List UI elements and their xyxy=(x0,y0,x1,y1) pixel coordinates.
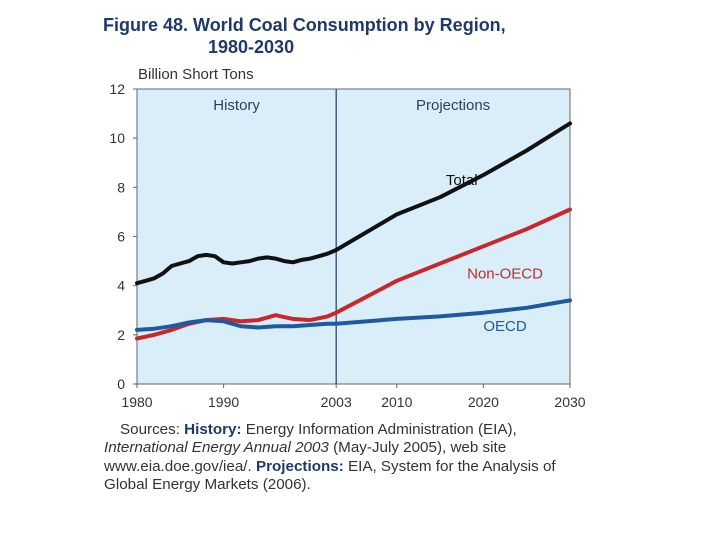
chart-title-line1: Figure 48. World Coal Consumption by Reg… xyxy=(103,15,506,35)
series-label-non-oecd: Non-OECD xyxy=(467,265,543,282)
projections-label: Projections: xyxy=(255,457,344,475)
region-label-projections: Projections xyxy=(416,97,490,114)
y-tick-label-8: 8 xyxy=(117,179,125,195)
y-axis-label: Billion Short Tons xyxy=(138,66,254,83)
sources-note: Sources: History: Energy Information Adm… xyxy=(104,421,592,495)
chart-title: Figure 48. World Coal Consumption by Reg… xyxy=(103,14,506,58)
y-tick-label-12: 12 xyxy=(109,81,125,97)
coal-consumption-chart: History Projections 0 2 4 6 8 10 12 1980 1990 2003 2… xyxy=(109,81,585,410)
x-tick-label-2030: 2030 xyxy=(554,394,585,410)
series-line-total xyxy=(135,121,572,286)
x-tick-label-1980: 1980 xyxy=(121,394,152,410)
series-label-total: Total xyxy=(446,172,478,189)
sources-label: Sources: xyxy=(120,421,180,438)
series-label-oecd: OECD xyxy=(483,318,527,335)
plot-area xyxy=(136,88,571,385)
projections-text: EIA, System for the Analysis of Global E… xyxy=(104,457,556,494)
y-tick-label-0: 0 xyxy=(117,376,125,392)
publication-rest: (May-July 2005), web site xyxy=(333,439,507,457)
y-tick-label-2: 2 xyxy=(117,327,125,343)
history-label: History: xyxy=(184,421,242,438)
x-tick-label-1990: 1990 xyxy=(208,394,239,410)
publication-title: International Energy Annual 2003 xyxy=(104,439,329,457)
y-tick-label-6: 6 xyxy=(117,229,125,245)
chart-title-line2: 1980-2030 xyxy=(208,37,295,57)
x-tick-label-2003: 2003 xyxy=(321,394,352,410)
y-tick-label-10: 10 xyxy=(109,130,125,146)
y-tick-label-4: 4 xyxy=(117,278,125,294)
x-tick-label-2020: 2020 xyxy=(468,394,499,410)
x-tick-label-2010: 2010 xyxy=(381,394,412,410)
source-website: www.eia.doe.gov/iea/. xyxy=(104,457,252,475)
history-text: Energy Information Administration (EIA), xyxy=(245,421,517,438)
series-line-oecd xyxy=(135,298,572,332)
region-label-history: History xyxy=(213,97,260,114)
